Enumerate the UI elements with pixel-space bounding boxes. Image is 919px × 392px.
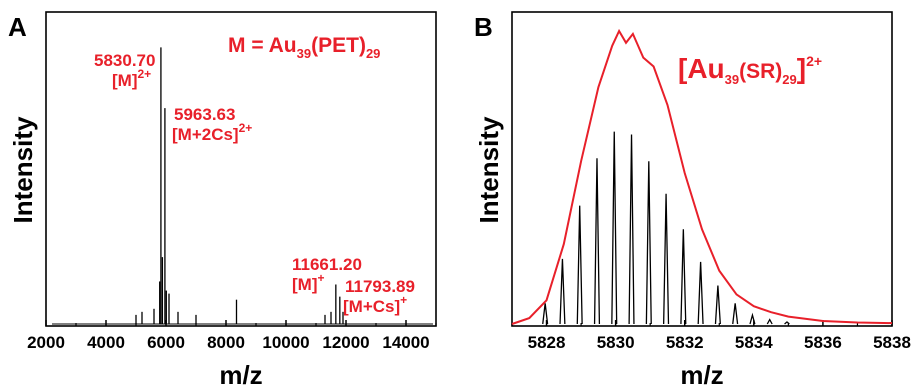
x-tick-label: 5836 [804,333,842,352]
panel-b-envelope-line [511,28,893,325]
isotope-peak [559,258,566,325]
panel-a-frame [45,11,437,327]
x-tick-label: 5838 [873,333,911,352]
x-tick-label: 14000 [382,333,429,352]
panel-b-x-ticks: 5828 5830 5832 5834 5836 5838 [511,320,911,352]
x-tick-label: 12000 [322,333,369,352]
panel-b-letter: B [474,12,493,42]
panel-b-xlabel: m/z [680,360,723,390]
x-tick-label: 6000 [147,333,185,352]
x-tick-label: 10000 [262,333,309,352]
panel-a-letter: A [8,12,27,42]
peak-label-ion: [M]+ [292,271,325,294]
panel-b-ylabel: Intensity [474,116,504,223]
isotope-peak [593,158,601,325]
isotope-peak [714,285,721,325]
panel-a-x-ticks: 2000 4000 6000 8000 10000 12000 14000 [27,320,437,352]
peak-label-ion: [M+Cs]+ [343,293,407,316]
x-tick-label: 2000 [27,333,65,352]
peak-label-mass: 11793.89 [345,277,415,296]
peak-label-ion: [M]2+ [112,67,151,90]
x-tick-label: 4000 [87,333,125,352]
panel-b-frame [511,11,893,327]
isotope-peak [766,318,773,325]
isotope-peak [645,161,652,325]
isotope-peak [680,229,687,325]
panel-b-isotope-sticks [542,131,790,325]
panel-a-spectrum [52,47,433,325]
panel-a-xlabel: m/z [219,360,262,390]
isotope-peak [628,134,635,325]
peak-label-ion: [M+2Cs]2+ [172,121,252,144]
panel-a-ylabel: Intensity [8,116,38,223]
x-tick-label: 8000 [207,333,245,352]
peak-label-mass: 5830.70 [94,51,155,70]
isotope-peak [663,193,670,325]
isotope-peak [611,131,618,325]
panel-a-formula: M = Au39(PET)29 [228,34,380,61]
isotope-peak [542,303,549,325]
isotope-peak [732,303,739,325]
isotope-peak [576,205,583,325]
x-tick-label: 5834 [735,333,773,352]
isotope-peak [697,261,704,325]
isotope-peak [784,321,790,325]
x-tick-label: 5828 [528,333,566,352]
x-tick-label: 5830 [597,333,635,352]
peak-label-mass: 5963.63 [174,105,235,124]
x-tick-label: 5832 [666,333,704,352]
isotope-peak [749,312,756,325]
peak-label-mass: 11661.20 [292,255,362,274]
panel-b-formula: [Au39(SR)29]2+ [678,53,822,87]
